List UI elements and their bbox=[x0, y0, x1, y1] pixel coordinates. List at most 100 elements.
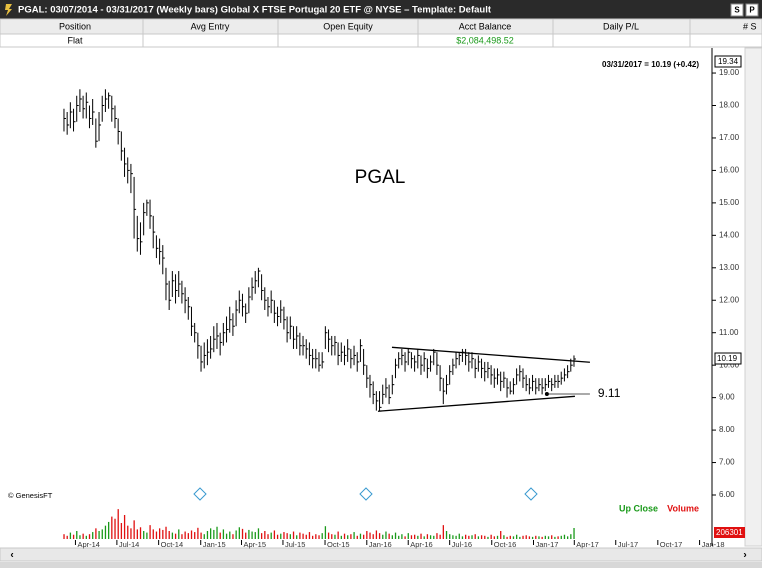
volume-bar bbox=[245, 532, 247, 539]
x-tick-label: Oct-16 bbox=[494, 540, 517, 549]
volume-bar bbox=[493, 536, 495, 539]
volume-bar bbox=[560, 535, 562, 539]
title-bar bbox=[0, 0, 762, 19]
volume-bar bbox=[519, 536, 521, 539]
volume-bar bbox=[324, 526, 327, 539]
trendline bbox=[391, 346, 590, 363]
tab-strip bbox=[0, 562, 762, 568]
volume-bar bbox=[544, 535, 546, 539]
volume-bar bbox=[563, 534, 566, 539]
volume-bar bbox=[414, 534, 416, 539]
volume-bar bbox=[465, 534, 467, 539]
button-label[interactable]: S bbox=[734, 6, 740, 15]
volume-bar bbox=[372, 534, 374, 539]
volume-bar bbox=[573, 527, 575, 539]
volume-bar bbox=[525, 535, 527, 539]
volume-bar bbox=[471, 535, 473, 539]
volume-bar bbox=[136, 529, 138, 539]
volume-bar bbox=[353, 532, 355, 539]
volume-bar bbox=[241, 528, 244, 539]
window-title: PGAL: 03/07/2014 - 03/31/2017 (Weekly ba… bbox=[18, 5, 492, 16]
volume-bar bbox=[506, 536, 508, 539]
volume-bar bbox=[484, 535, 486, 539]
volume-bar bbox=[149, 525, 151, 539]
volume-bar bbox=[267, 534, 269, 539]
volume-bar bbox=[509, 535, 511, 539]
volume-bar bbox=[273, 530, 276, 539]
volume-bar bbox=[503, 535, 505, 539]
volume-bar bbox=[547, 536, 550, 539]
y-tick-label: 10.00 bbox=[719, 360, 740, 369]
volume-bar bbox=[302, 533, 304, 539]
volume-bar bbox=[66, 535, 68, 539]
volume-bar bbox=[554, 536, 556, 539]
x-tick-label: Apr-15 bbox=[244, 540, 267, 549]
y-tick-label: 13.00 bbox=[719, 263, 740, 272]
volume-bar bbox=[551, 535, 553, 539]
volume-bar bbox=[152, 529, 154, 539]
last-price-label: 03/31/2017 = 10.19 (+0.42) bbox=[602, 60, 699, 69]
scroll-left[interactable]: ‹ bbox=[10, 550, 13, 561]
volume-bar bbox=[85, 535, 87, 539]
volume-bar bbox=[423, 536, 425, 539]
volume-bar bbox=[535, 535, 537, 539]
volume-bar bbox=[229, 531, 231, 539]
x-tick-label: Jul-14 bbox=[119, 540, 139, 549]
y-tick-label: 19.00 bbox=[719, 68, 740, 77]
volume-bar bbox=[98, 531, 100, 539]
legend-volume: Volume bbox=[667, 503, 699, 513]
volume-bar bbox=[557, 536, 559, 539]
volume-bar bbox=[359, 533, 362, 539]
volume-bar bbox=[276, 534, 279, 539]
column-header: Open Equity bbox=[323, 21, 373, 31]
copyright: © GenesisFT bbox=[8, 491, 53, 500]
x-tick-label: Apr-17 bbox=[576, 540, 599, 549]
volume-bar bbox=[455, 535, 457, 539]
volume-bar bbox=[133, 520, 135, 539]
button-p[interactable] bbox=[745, 3, 759, 17]
volume-bar bbox=[487, 536, 489, 539]
volume-last-box bbox=[714, 527, 745, 538]
account-header-row bbox=[0, 18, 762, 35]
volume-bar bbox=[363, 534, 365, 539]
y-tick-label: 18.00 bbox=[719, 101, 740, 110]
x-tick-label: Oct-15 bbox=[327, 540, 350, 549]
volume-bar bbox=[461, 536, 464, 539]
level-label: 9.11 bbox=[598, 386, 621, 400]
volume-bar bbox=[417, 535, 419, 539]
volume-bar bbox=[391, 535, 393, 539]
volume-bar bbox=[69, 532, 72, 539]
volume-bar bbox=[468, 535, 470, 539]
volume-bar bbox=[92, 532, 94, 539]
volume-bar bbox=[531, 536, 534, 539]
volume-bar bbox=[235, 530, 237, 539]
volume-bar bbox=[340, 535, 342, 539]
volume-bar bbox=[139, 527, 142, 539]
volume-bar bbox=[225, 533, 228, 539]
volume-bar bbox=[445, 531, 448, 539]
volume-bar bbox=[95, 528, 97, 539]
legend-up-close: Up Close bbox=[619, 503, 658, 513]
column-header: Acct Balance bbox=[459, 21, 512, 31]
volume-bar bbox=[538, 536, 540, 539]
volume-bar bbox=[567, 536, 569, 539]
volume-bar bbox=[321, 533, 323, 539]
volume-bar bbox=[516, 534, 518, 539]
button-s[interactable] bbox=[730, 3, 744, 17]
scroll-right[interactable]: › bbox=[743, 550, 746, 561]
volume-bar bbox=[308, 532, 311, 539]
volume-bar bbox=[433, 535, 435, 539]
volume-bar bbox=[490, 534, 492, 539]
symbol-label: PGAL bbox=[355, 167, 406, 188]
volume-bar bbox=[528, 536, 531, 539]
x-tick-label: Jan-18 bbox=[702, 540, 725, 549]
column-separators bbox=[142, 19, 691, 47]
app-icon bbox=[5, 4, 12, 16]
volume-bar bbox=[107, 521, 110, 539]
button-label[interactable]: P bbox=[749, 6, 755, 15]
volume-bar bbox=[286, 533, 288, 539]
volume-bar bbox=[496, 535, 499, 539]
volume-bar bbox=[347, 535, 349, 539]
scrollbar[interactable] bbox=[0, 547, 762, 562]
